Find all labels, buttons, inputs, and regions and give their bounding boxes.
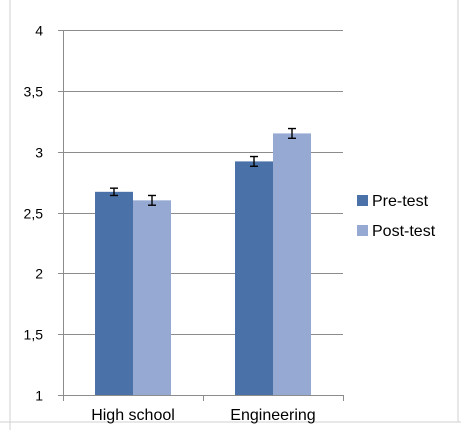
x-tick-label: Engineering [230, 407, 315, 424]
y-tick-label: 1 [35, 388, 43, 404]
y-tick-label: 2 [35, 266, 43, 282]
y-tick-label: 1,5 [24, 327, 44, 343]
legend-label: Pre-test [372, 193, 429, 210]
x-tick-label: High school [91, 407, 175, 424]
y-tick-label: 2,5 [24, 206, 44, 222]
y-tick-label: 3 [35, 145, 43, 161]
bar-post-test-engineering [273, 133, 311, 395]
legend-swatch [357, 195, 368, 206]
bar-pre-test-engineering [235, 161, 273, 395]
bar-post-test-high-school [133, 200, 171, 395]
y-tick-label: 4 [35, 23, 43, 39]
bar-pre-test-high-school [95, 191, 133, 395]
y-tick-label: 3,5 [24, 84, 44, 100]
legend-swatch [357, 225, 368, 236]
legend-label: Post-test [372, 223, 436, 240]
